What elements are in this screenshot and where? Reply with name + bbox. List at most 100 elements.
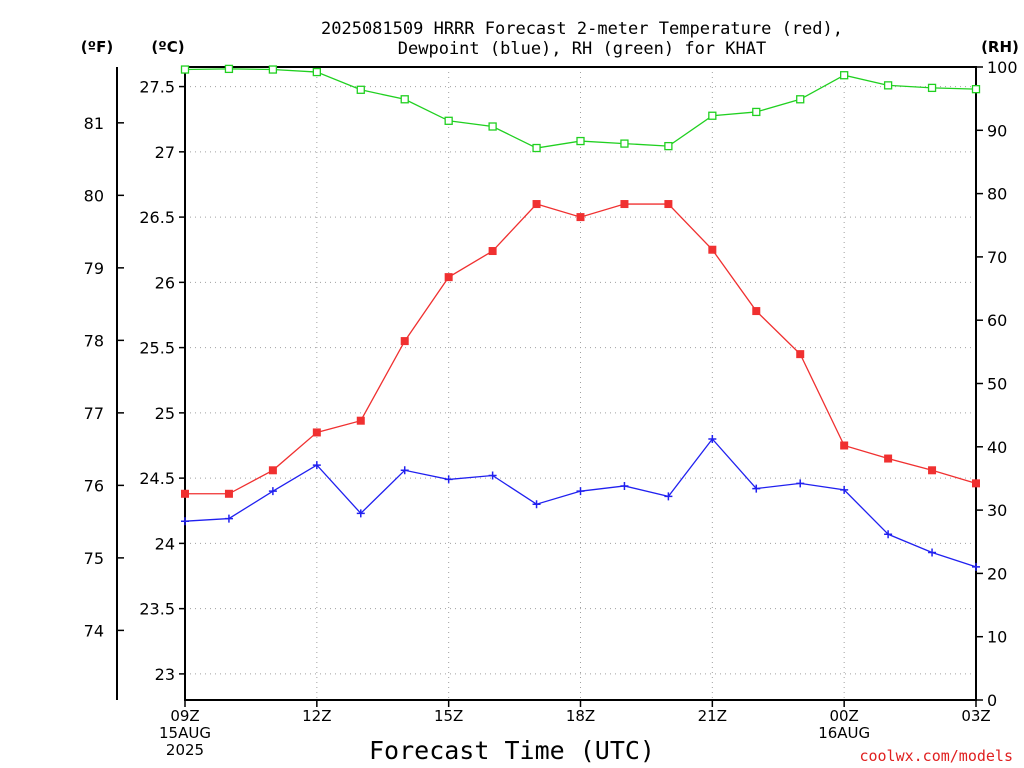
dewpoint-point [620, 481, 629, 490]
x-tick-label: 15Z [434, 707, 463, 725]
x-axis-label: Forecast Time (UTC) [369, 736, 655, 765]
x-tick-label: 21Z [698, 707, 727, 725]
dewpoint-point [268, 487, 277, 496]
celsius-tick-label: 26 [155, 273, 175, 292]
rh-tick-label: 60 [987, 311, 1007, 330]
dewpoint-point [400, 466, 409, 475]
rh-point [488, 122, 497, 131]
rh-line [184, 68, 977, 149]
rh-point [444, 116, 453, 125]
rh-tick-label: 80 [987, 185, 1007, 204]
dewpoint-point [972, 562, 980, 571]
rh-point [971, 85, 981, 94]
credit-text: coolwx.com/models [859, 747, 1013, 765]
series-layer [180, 64, 981, 571]
dewpoint-point [356, 509, 365, 518]
dewpoint-point [444, 475, 453, 484]
rh-point [268, 65, 278, 74]
rh-point [752, 107, 761, 117]
rh-point [620, 139, 629, 148]
rh-point [180, 65, 190, 74]
temperature-point [884, 454, 893, 463]
temperature-point [620, 200, 629, 209]
rh-point [224, 64, 234, 74]
fahrenheit-tick-label: 81 [84, 114, 104, 133]
temperature-point [444, 273, 453, 282]
rh-unit-label: (RH) [981, 38, 1019, 56]
dewpoint-point [796, 479, 805, 488]
plot-frame [184, 66, 977, 701]
celsius-tick-label: 27.5 [139, 78, 175, 97]
dewpoint-point [312, 461, 321, 470]
fahrenheit-tick-label: 77 [84, 404, 104, 423]
temperature-point [752, 307, 761, 316]
temperature-point [972, 479, 980, 488]
celsius-tick-label: 25 [155, 404, 175, 423]
celsius-tick-label: 26.5 [139, 208, 175, 227]
x-tick-label: 00Z [829, 707, 858, 725]
fahrenheit-tick-label: 76 [84, 476, 104, 495]
rh-point [400, 95, 409, 104]
fahrenheit-tick-label: 79 [84, 259, 104, 278]
rh-tick-label: 50 [987, 375, 1007, 394]
celsius-tick-label: 23.5 [139, 600, 175, 619]
temperature-point [268, 466, 277, 475]
rh-tick-label: 20 [987, 564, 1007, 583]
temperature-point [576, 213, 585, 222]
dewpoint-point [708, 434, 717, 443]
fahrenheit-unit-label: (ºF) [81, 38, 113, 56]
dewpoint-point [181, 517, 189, 526]
chart-title-line1: 2025081509 HRRR Forecast 2-meter Tempera… [321, 19, 843, 39]
dewpoint-point [884, 530, 893, 539]
rh-tick-label: 100 [987, 58, 1018, 77]
rh-tick-label: 40 [987, 438, 1007, 457]
rh-point [883, 81, 893, 90]
x-tick-label: 03Z [961, 707, 990, 725]
rh-point [708, 111, 717, 120]
celsius-tick-label: 27 [155, 143, 175, 162]
rh-tick-label: 30 [987, 501, 1007, 520]
chart-title-line2: Dewpoint (blue), RH (green) for KHAT [398, 39, 766, 59]
fahrenheit-tick-label: 80 [84, 186, 104, 205]
x-tick-label: 15AUG [159, 724, 211, 742]
celsius-tick-label: 24.5 [139, 469, 175, 488]
fahrenheit-tick-label: 75 [84, 549, 104, 568]
dewpoint-point [752, 484, 761, 493]
axes-layer [116, 66, 977, 701]
grid-layer [184, 67, 977, 700]
rh-point [312, 67, 321, 77]
temperature-point [840, 441, 849, 450]
x-tick-label: 16AUG [818, 724, 870, 742]
ticks-layer: 2323.52424.52525.52626.52727.509Z15AUG20… [84, 58, 1018, 759]
x-tick-label: 18Z [566, 707, 595, 725]
temperature-point [488, 247, 497, 256]
x-tick-label: 2025 [166, 741, 204, 759]
dewpoint-point [576, 487, 585, 496]
rh-tick-label: 70 [987, 248, 1007, 267]
celsius-unit-label: (ºC) [151, 38, 184, 56]
temperature-point [708, 245, 717, 254]
dewpoint-point [664, 492, 673, 501]
temperature-point [796, 350, 805, 359]
x-tick-label: 09Z [170, 707, 199, 725]
rh-point [664, 141, 673, 151]
celsius-tick-label: 24 [155, 534, 175, 553]
temperature-point [400, 337, 409, 346]
temperature-point [928, 466, 937, 475]
rh-point [532, 143, 541, 153]
rh-point [796, 95, 805, 104]
rh-point [840, 71, 849, 80]
temperature-point [664, 200, 673, 209]
dewpoint-point [488, 471, 497, 480]
temperature-point [532, 200, 541, 209]
dewpoint-point [840, 485, 849, 494]
x-tick-label: 12Z [302, 707, 331, 725]
celsius-tick-label: 25.5 [139, 339, 175, 358]
dewpoint-point [532, 500, 541, 509]
rh-point [927, 83, 937, 93]
rh-tick-label: 90 [987, 121, 1007, 140]
temperature-point [181, 489, 189, 498]
rh-point [576, 136, 585, 146]
temperature-point [312, 428, 321, 437]
